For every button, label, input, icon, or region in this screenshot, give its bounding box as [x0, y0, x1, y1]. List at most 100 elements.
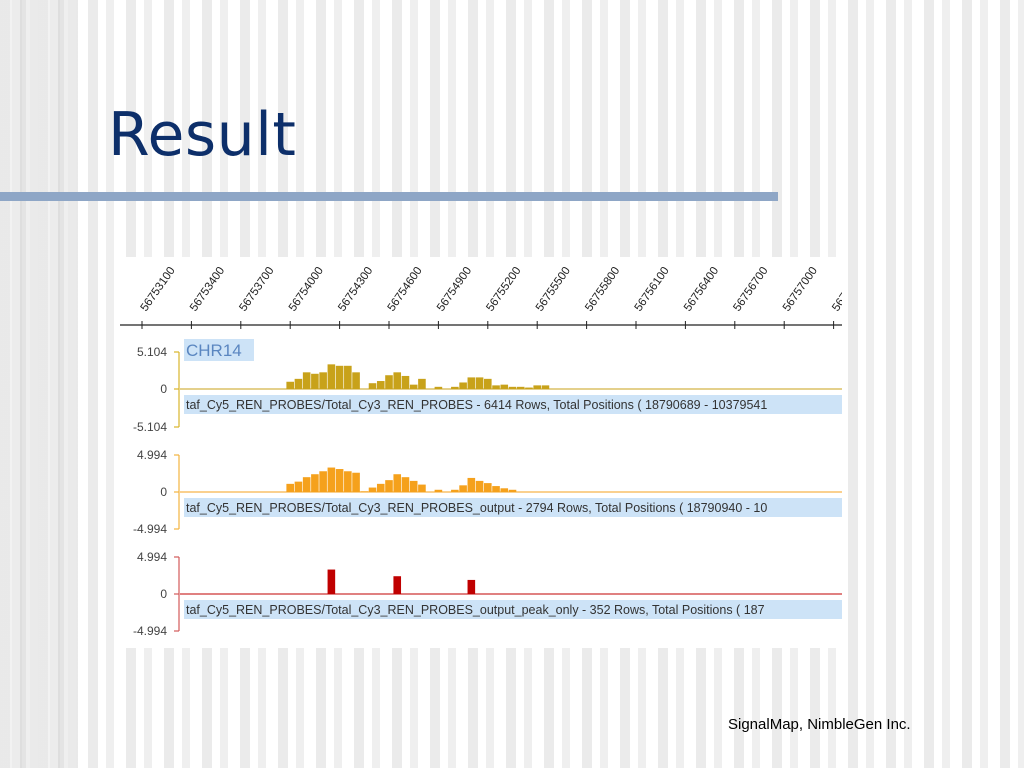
data-bar — [467, 477, 476, 492]
data-bar — [311, 373, 319, 389]
data-bar — [401, 375, 410, 389]
data-bar — [467, 377, 476, 389]
signalmap-chart: 56753100 56753400 56753700 56754000 56754300… — [120, 257, 842, 648]
data-bar — [294, 481, 303, 492]
x-axis: 56753100 56753400 56753700 56754000 56754300… — [120, 265, 842, 329]
data-bar — [344, 365, 352, 389]
track-3: 4.994 0 -4.994 taf_Cy5_REN_PROBES/Total_Cy3… — [133, 550, 842, 638]
y-tick-label: -4.994 — [133, 522, 167, 536]
y-tick-label: 4.994 — [137, 550, 167, 564]
data-bar — [368, 487, 377, 492]
y-tick-label: -5.104 — [133, 420, 167, 434]
data-bar — [484, 378, 492, 389]
data-bar — [327, 467, 336, 492]
data-bar — [434, 489, 443, 492]
title-underline — [0, 192, 778, 201]
data-bar — [352, 372, 360, 389]
data-bar — [368, 383, 377, 389]
data-bar — [418, 378, 426, 389]
data-bar — [516, 386, 525, 389]
footer-credit: SignalMap, NimbleGen Inc. — [728, 716, 911, 733]
y-tick-label: 0 — [160, 485, 167, 499]
data-bar — [434, 386, 443, 389]
data-bar — [451, 386, 459, 389]
data-bar — [344, 471, 352, 492]
x-tick-label: 56756400 — [682, 265, 721, 314]
data-bar — [327, 364, 336, 389]
data-bar — [335, 365, 344, 389]
data-bar — [533, 385, 541, 389]
x-tick-label: 56755800 — [583, 265, 622, 314]
data-bar — [500, 488, 509, 492]
data-bar — [385, 480, 393, 492]
data-bar — [302, 477, 311, 492]
data-bar — [525, 387, 533, 389]
x-tick-label: 56756100 — [633, 265, 672, 314]
data-bar — [352, 472, 360, 492]
data-bar — [475, 480, 484, 492]
data-bar — [418, 484, 426, 492]
data-bar — [508, 489, 517, 492]
data-bar — [492, 486, 500, 492]
data-bar — [360, 491, 369, 493]
track-label: taf_Cy5_REN_PROBES/Total_Cy3_REN_PROBES … — [186, 398, 767, 412]
data-bar — [484, 483, 492, 492]
chromosome-label: CHR14 — [186, 341, 242, 360]
data-bar — [500, 384, 509, 389]
background-band — [0, 0, 78, 768]
y-tick-label: -4.994 — [133, 624, 167, 638]
data-bar — [294, 378, 303, 389]
x-tick-label: 56753400 — [188, 265, 227, 314]
data-bar — [393, 474, 402, 492]
data-bar — [409, 480, 418, 492]
data-bar — [508, 386, 517, 389]
y-tick-label: 4.994 — [137, 448, 167, 462]
data-bar — [459, 485, 467, 492]
data-bar — [319, 372, 327, 389]
track-label-bg — [184, 600, 842, 619]
data-bar — [302, 372, 311, 389]
x-tick-label: 56753700 — [237, 265, 276, 314]
data-bar — [459, 382, 467, 389]
x-tick-label: 56755200 — [484, 265, 523, 314]
track-label: taf_Cy5_REN_PROBES/Total_Cy3_REN_PROBES_… — [186, 501, 767, 515]
track-2: 4.994 0 -4.994 taf_Cy5_REN_PROBES/Total_Cy3… — [133, 448, 842, 536]
data-bar — [401, 477, 410, 492]
data-bar — [475, 377, 484, 389]
x-tick-label: 56754300 — [336, 265, 375, 314]
track-label: taf_Cy5_REN_PROBES/Total_Cy3_REN_PROBES_… — [186, 603, 765, 617]
x-tick-label: 56753100 — [139, 265, 178, 314]
chart-svg: 56753100 56753400 56753700 56754000 56754300… — [120, 265, 842, 638]
data-bar — [376, 483, 385, 492]
y-tick-label: 5.104 — [137, 345, 167, 359]
track-label-bg — [184, 395, 842, 414]
x-tick-label: 56756700 — [731, 265, 770, 314]
x-tick-label: 56754600 — [386, 265, 425, 314]
chromosome-label-bg — [184, 339, 254, 361]
x-tick-label: 56754000 — [287, 265, 326, 314]
data-bar — [541, 385, 550, 389]
data-bar — [385, 375, 393, 389]
data-bar — [467, 579, 476, 594]
data-bar — [393, 576, 402, 594]
data-bar — [409, 384, 418, 389]
data-bar — [376, 381, 385, 389]
slide-title: Result — [108, 100, 297, 170]
x-tick-label: 56755500 — [534, 265, 573, 314]
data-bar — [327, 569, 336, 594]
tracks: 5.104 0 -5.104 CHR14 taf_Cy5_REN_PROBES/Tota… — [133, 339, 842, 638]
data-bar — [492, 385, 500, 389]
y-tick-label: 0 — [160, 587, 167, 601]
y-tick-label: 0 — [160, 382, 167, 396]
data-bar — [319, 471, 327, 492]
track-label-bg — [184, 498, 842, 517]
data-bar — [393, 372, 402, 389]
data-bar — [286, 381, 294, 389]
data-bar — [335, 469, 344, 492]
data-bar — [286, 483, 294, 492]
data-bar — [451, 489, 459, 492]
x-tick-label: 56757000 — [781, 265, 820, 314]
data-bar — [311, 474, 319, 492]
track-1: 5.104 0 -5.104 CHR14 taf_Cy5_REN_PROBES/Tota… — [133, 339, 842, 434]
x-tick-label: 56757300 — [830, 265, 842, 314]
